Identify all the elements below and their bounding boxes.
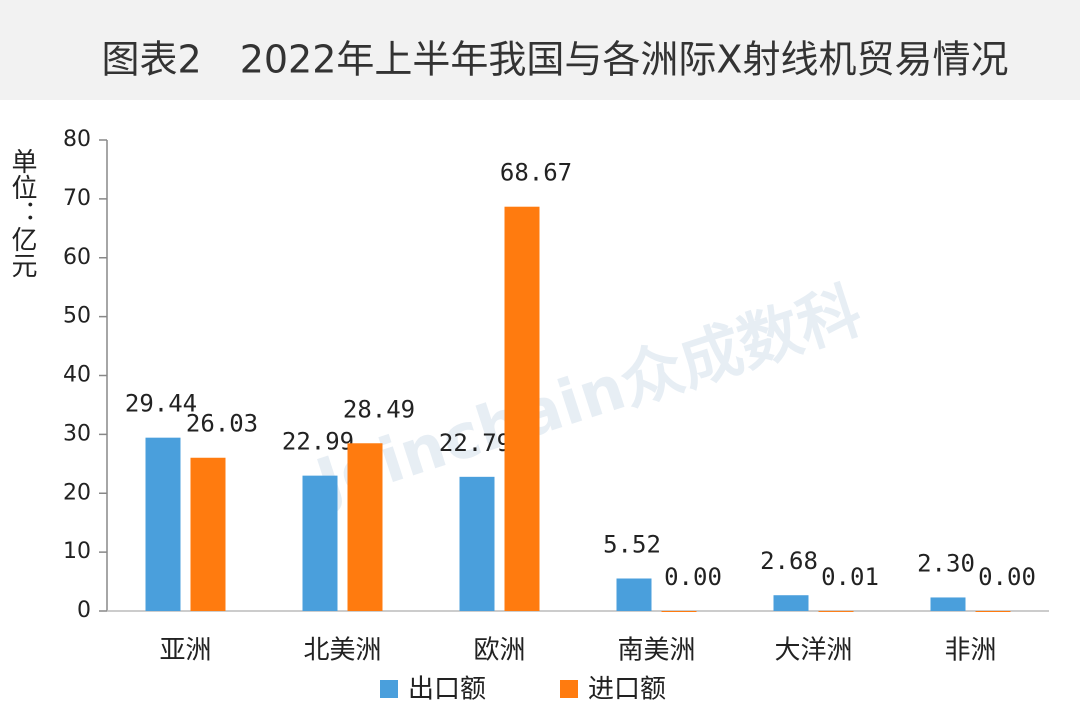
bar [616,578,652,611]
bar [773,595,809,611]
chart-title: 图表2 2022年上半年我国与各洲际X射线机贸易情况 [102,38,1009,82]
legend-label: 出口额 [408,675,486,705]
value-label: 5.52 [603,531,661,559]
legend-swatch [560,680,578,698]
x-tick-label: 北美洲 [303,636,381,666]
y-tick-label: 10 [63,539,91,564]
x-tick-label: 欧洲 [473,636,525,666]
bar [930,597,966,611]
y-axis-label: 单位：亿元 [7,148,37,278]
y-tick-label: 60 [63,245,91,270]
bar [975,611,1011,612]
value-label: 2.30 [917,549,975,577]
value-label: 29.44 [125,390,197,418]
bar [302,475,338,611]
x-tick-label: 亚洲 [159,636,211,666]
value-label: 28.49 [343,395,415,423]
value-label: 22.79 [439,429,511,457]
y-tick-label: 50 [63,304,91,329]
legend-swatch [380,680,398,698]
value-label: 0.00 [978,563,1036,591]
x-tick-label: 大洋洲 [774,636,852,666]
y-tick-label: 70 [63,186,91,211]
value-label: 0.00 [664,563,722,591]
bar [190,457,226,611]
bar [145,437,181,611]
value-label: 22.99 [282,428,354,456]
x-tick-label: 南美洲 [617,636,695,666]
bar [347,443,383,611]
value-label: 2.68 [760,547,818,575]
value-label: 68.67 [500,159,572,187]
value-label: 26.03 [186,410,258,438]
x-tick-label: 非洲 [944,636,996,666]
y-tick-label: 0 [77,598,91,623]
value-label: 0.01 [821,563,879,591]
bar [661,611,697,612]
y-tick-label: 80 [63,127,91,152]
bar [459,476,495,611]
bar [818,610,854,612]
bar [504,206,540,611]
y-tick-label: 40 [63,363,91,388]
legend-label: 进口额 [588,675,666,705]
y-tick-label: 20 [63,480,91,505]
y-tick-label: 30 [63,421,91,446]
title-band [0,0,1080,100]
